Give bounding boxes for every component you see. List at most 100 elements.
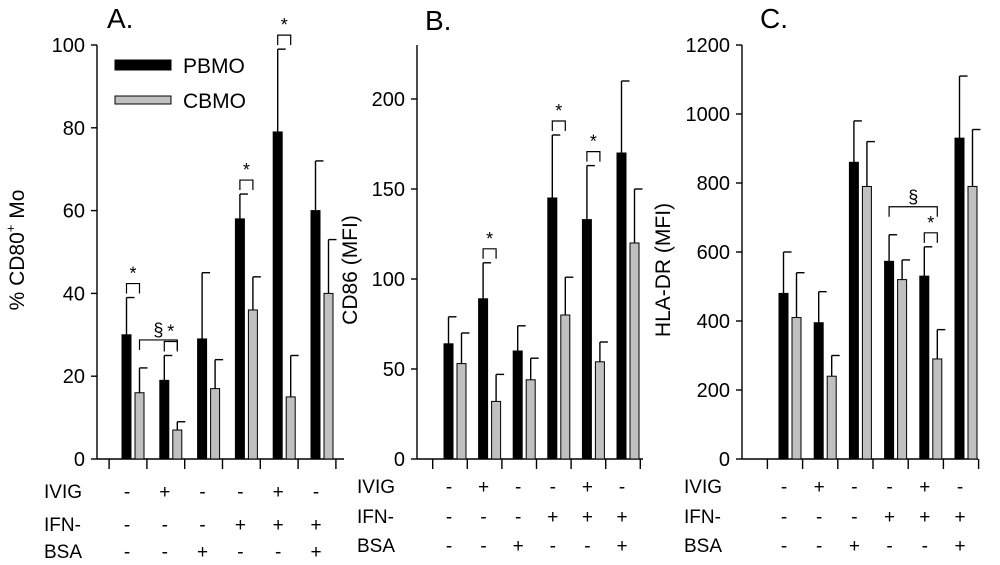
legend-label-cbmo: CBMO xyxy=(183,90,246,113)
treatment-sign: - xyxy=(957,477,963,498)
treatment-label-ifn: IFN- xyxy=(684,507,721,528)
treatment-sign: - xyxy=(851,477,857,498)
y-axis-label-main: % CD80 xyxy=(6,232,29,310)
bar-pbmo-6 xyxy=(954,137,965,460)
bar-pbmo-1 xyxy=(778,292,789,460)
bar-pbmo-4 xyxy=(234,218,245,460)
treatment-sign: - xyxy=(446,507,452,528)
treatment-sign: - xyxy=(446,536,452,557)
treatment-sign: - xyxy=(781,507,787,528)
significance-bracket xyxy=(482,248,497,259)
y-axis-label: HLA-DR (MFI) xyxy=(652,203,675,337)
treatment-label-ifn: IFN- xyxy=(44,515,81,536)
y-tick-label: 0 xyxy=(719,449,730,471)
treatment-sign: - xyxy=(162,542,168,563)
y-tick-label: 1200 xyxy=(686,35,731,57)
bar-pbmo-2 xyxy=(813,322,824,460)
treatment-sign: + xyxy=(814,477,825,498)
y-tick-label: 0 xyxy=(74,449,85,471)
bar-pbmo-6 xyxy=(310,210,321,460)
treatment-sign: + xyxy=(954,536,965,557)
treatment-sign: + xyxy=(582,477,593,498)
significance-bracket xyxy=(586,151,601,162)
treatment-sign: - xyxy=(199,515,205,536)
treatment-sign: - xyxy=(886,477,892,498)
significance-symbol: § xyxy=(153,320,163,340)
legend-swatch-cbmo xyxy=(114,95,172,105)
treatment-sign: - xyxy=(480,536,486,557)
bar-pbmo-5 xyxy=(272,131,283,460)
treatment-sign: - xyxy=(922,536,928,557)
treatment-sign: + xyxy=(616,536,627,557)
treatment-sign: - xyxy=(313,482,319,503)
y-tick-label: 800 xyxy=(697,173,730,195)
significance-symbol: * xyxy=(243,160,250,180)
treatment-label-ivig: IVIG xyxy=(357,477,395,498)
panel-label: B. xyxy=(425,5,451,36)
treatment-sign: - xyxy=(124,515,130,536)
panel-label: A. xyxy=(107,3,133,34)
bar-pbmo-2 xyxy=(159,379,170,460)
bar-cbmo-3 xyxy=(861,185,872,460)
treatment-sign: - xyxy=(480,507,486,528)
bar-cbmo-5 xyxy=(285,396,296,460)
treatment-sign: + xyxy=(197,542,208,563)
y-axis-label: % CD80+ Mo xyxy=(3,190,29,311)
treatment-sign: - xyxy=(124,482,130,503)
treatment-sign: - xyxy=(515,477,521,498)
bar-cbmo-5 xyxy=(932,358,943,460)
bar-cbmo-4 xyxy=(247,309,258,460)
legend-label-pbmo: PBMO xyxy=(183,55,245,78)
significance-bracket xyxy=(888,206,938,217)
y-axis-label-main: CD86 (MFI) xyxy=(339,215,362,325)
y-axis-label-tail: Mo xyxy=(6,190,29,225)
bar-pbmo-1 xyxy=(121,334,132,460)
bar-pbmo-4 xyxy=(884,260,895,460)
panel-b: B. 0 50 100 150 200 CD86 (MFI) * * * IVIG - + - - + - IFN… xyxy=(339,5,643,557)
panel-label: C. xyxy=(760,3,788,34)
bar-pbmo-1 xyxy=(443,343,454,460)
y-tick-label: 200 xyxy=(697,380,730,402)
bar-cbmo-2 xyxy=(826,375,837,460)
treatment-sign: - xyxy=(237,482,243,503)
treatment-sign: + xyxy=(235,515,246,536)
treatment-sign: + xyxy=(616,507,627,528)
y-tick-label: 1000 xyxy=(686,104,731,126)
bar-cbmo-2 xyxy=(491,400,502,460)
panel-c: C. 0 200 400 600 800 1000 1200 HLA-DR (MFI) § * IVI… xyxy=(652,3,981,557)
significance-symbol: * xyxy=(281,15,288,35)
y-tick-label: 50 xyxy=(383,359,405,381)
y-tick-label: 400 xyxy=(697,311,730,333)
treatment-sign: - xyxy=(851,507,857,528)
treatment-sign: - xyxy=(124,542,130,563)
bar-pbmo-3 xyxy=(512,350,523,460)
treatment-sign: - xyxy=(619,477,625,498)
treatment-sign: + xyxy=(582,507,593,528)
bar-cbmo-6 xyxy=(629,242,640,460)
y-axis-label-superscript: + xyxy=(3,225,18,233)
y-tick-label: 60 xyxy=(63,201,85,223)
treatment-sign: + xyxy=(954,507,965,528)
treatment-label-ivig: IVIG xyxy=(684,477,722,498)
bar-pbmo-4 xyxy=(547,197,558,460)
significance-bracket xyxy=(277,34,292,46)
bar-pbmo-5 xyxy=(919,275,930,460)
y-axis-label-main: HLA-DR (MFI) xyxy=(652,203,675,337)
y-tick-label: 100 xyxy=(372,269,405,291)
y-axis-label: CD86 (MFI) xyxy=(339,215,362,325)
treatment-sign: - xyxy=(816,536,822,557)
y-tick-label: 600 xyxy=(697,242,730,264)
treatment-sign: + xyxy=(273,515,284,536)
treatment-sign: - xyxy=(781,477,787,498)
y-tick-label: 100 xyxy=(52,35,85,57)
significance-bracket xyxy=(923,232,938,243)
treatment-label-ifn: IFN- xyxy=(357,507,394,528)
bar-pbmo-3 xyxy=(848,161,859,460)
treatment-sign: - xyxy=(237,542,243,563)
y-tick-label: 150 xyxy=(372,179,405,201)
treatment-sign: + xyxy=(310,515,321,536)
treatment-sign: + xyxy=(513,536,524,557)
significance-bracket xyxy=(551,120,566,131)
